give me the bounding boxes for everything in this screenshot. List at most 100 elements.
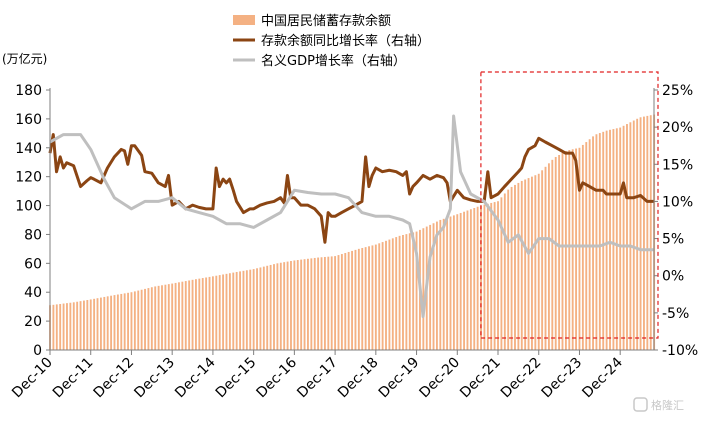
deposit-balance-bar	[619, 127, 622, 350]
deposit-balance-bar	[340, 254, 343, 350]
deposit-balance-bar	[598, 133, 601, 350]
deposit-balance-bar	[415, 231, 418, 350]
x-axis-tick-label: Dec-14	[172, 354, 219, 401]
deposit-balance-bar	[571, 149, 574, 350]
left-axis-tick-label: 60	[24, 256, 42, 272]
deposit-balance-bar	[564, 150, 567, 350]
deposit-balance-bar	[469, 209, 472, 350]
watermark-text: 格隆汇	[651, 398, 684, 412]
deposit-balance-bar	[123, 293, 126, 350]
deposit-balance-bar	[429, 224, 432, 350]
deposit-balance-bar	[211, 276, 214, 350]
deposit-balance-bar	[636, 118, 639, 350]
deposit-balance-bar	[320, 257, 323, 350]
deposit-balance-bar	[347, 251, 350, 350]
deposit-balance-bar	[252, 269, 255, 350]
deposit-balance-bar	[130, 292, 133, 350]
deposit-balance-bar	[463, 211, 466, 350]
deposit-balance-bar	[643, 116, 645, 350]
deposit-balance-bar	[446, 217, 449, 350]
deposit-balance-bar	[626, 124, 628, 350]
deposit-balance-bar	[558, 155, 561, 350]
deposit-balance-bar	[59, 303, 62, 350]
deposit-balance-bar	[198, 278, 201, 350]
deposit-balance-bar	[110, 295, 113, 350]
deposit-balance-bar	[137, 290, 140, 350]
deposit-balance-bar	[612, 129, 615, 350]
deposit-balance-bar	[527, 178, 530, 350]
deposit-balance-bar	[150, 287, 153, 350]
deposit-balance-bar	[337, 255, 340, 350]
left-axis-tick-label: 160	[15, 112, 42, 128]
deposit-balance-bar	[493, 202, 496, 350]
x-axis-tick-label: Dec-18	[335, 355, 382, 402]
deposit-balance-bar	[507, 189, 510, 350]
legend-label-deposit-growth: 存款余额同比增长率（右轴）	[261, 33, 430, 49]
deposit-balance-bar	[435, 221, 438, 350]
x-axis-tick-label: Dec-17	[294, 355, 341, 402]
deposit-balance-bar	[541, 170, 544, 350]
deposit-balance-bar	[524, 179, 527, 350]
deposit-balance-bar	[483, 204, 486, 350]
deposit-balance-bar	[412, 232, 415, 350]
deposit-balance-bar	[188, 280, 191, 350]
right-axis-tick-label: -10%	[662, 343, 698, 359]
lines-layer	[48, 114, 654, 319]
deposit-balance-bar	[66, 303, 68, 350]
deposit-balance-bar	[249, 269, 252, 350]
deposit-balance-bar	[575, 148, 578, 350]
left-axis-unit: (万亿元)	[2, 51, 47, 66]
deposit-balance-bar	[133, 291, 136, 350]
deposit-balance-bar	[378, 243, 381, 350]
gdp-growth-line	[49, 114, 654, 319]
deposit-balance-bar	[259, 267, 262, 350]
deposit-balance-bar	[296, 260, 299, 350]
watermark: 格隆汇	[633, 397, 684, 412]
deposit-balance-bar	[144, 288, 146, 350]
deposit-balance-bar	[52, 304, 55, 350]
right-axis-tick-label: 25%	[662, 83, 693, 99]
deposit-balance-bar	[256, 268, 258, 350]
deposit-balance-bar	[99, 297, 102, 350]
deposit-balance-bar	[422, 228, 425, 350]
deposit-balance-bar	[62, 303, 65, 350]
right-axis-tick-label: 10%	[662, 194, 693, 210]
deposit-balance-bar	[300, 259, 303, 350]
legend-label-deposits: 中国居民储蓄存款余额	[261, 13, 391, 29]
deposit-balance-bar	[568, 150, 571, 350]
deposit-balance-bar	[503, 193, 506, 350]
deposit-balance-bar	[473, 208, 476, 350]
deposit-balance-bar	[361, 247, 364, 350]
left-axis-tick-label: 180	[15, 83, 42, 99]
deposit-balance-bar	[76, 301, 79, 350]
deposit-balance-bar	[89, 299, 92, 350]
deposit-balance-bar	[205, 277, 208, 350]
deposit-balance-bar	[537, 173, 540, 350]
x-axis-tick-label: Dec-13	[131, 355, 178, 402]
deposit-balance-bar	[402, 234, 404, 350]
deposit-balance-bar	[629, 122, 632, 350]
deposit-balance-bar	[374, 244, 377, 350]
deposit-balance-bar	[323, 256, 326, 350]
deposit-balance-bar	[242, 270, 245, 350]
deposit-balance-bar	[140, 289, 143, 350]
bars-layer	[49, 114, 656, 351]
axes-layer: 0 20 40 60 80 100 120 140 160 180 -10% -5% 0% 5% 10% 15…	[9, 71, 698, 402]
left-axis-tick-label: 20	[24, 314, 42, 330]
deposit-balance-bar	[459, 212, 462, 350]
deposit-balance-bar	[405, 234, 408, 350]
deposit-balance-bar	[307, 258, 309, 350]
deposit-balance-bar	[381, 242, 384, 350]
deposit-balance-bar	[106, 296, 109, 350]
deposit-balance-bar	[293, 260, 296, 350]
deposit-balance-bar	[208, 276, 211, 350]
deposit-balance-bar	[201, 278, 204, 350]
watermark-logo-icon	[633, 397, 648, 412]
deposit-balance-bar	[69, 302, 72, 350]
deposit-balance-bar	[83, 300, 85, 350]
left-axis-tick-label: 120	[15, 170, 42, 186]
deposit-balance-bar	[147, 288, 150, 350]
deposit-balance-bar	[218, 275, 221, 350]
deposit-balance-bar	[391, 238, 394, 350]
deposit-balance-bar	[439, 219, 442, 350]
